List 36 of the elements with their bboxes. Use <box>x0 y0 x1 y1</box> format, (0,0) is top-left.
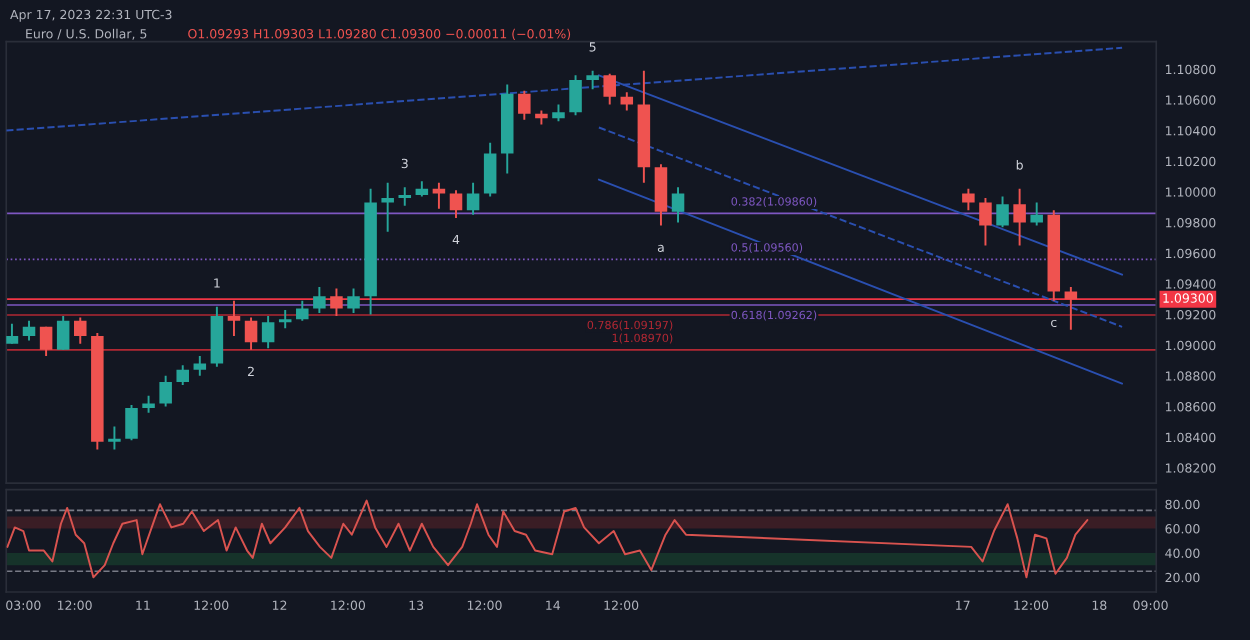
candlestick <box>654 163 668 227</box>
candlestick <box>569 74 582 117</box>
candlestick <box>996 195 1009 229</box>
candlestick <box>330 287 343 318</box>
candlestick <box>1030 201 1043 227</box>
candlestick <box>671 186 685 224</box>
candlestick <box>347 287 360 314</box>
candlestick <box>313 285 326 314</box>
candlestick <box>193 354 207 377</box>
candlestick <box>603 72 616 106</box>
candlestick <box>125 404 138 442</box>
candlestick <box>22 319 36 342</box>
candlestick <box>296 299 309 322</box>
candlestick <box>261 315 275 350</box>
candlestick <box>108 425 121 451</box>
candlestick <box>381 181 394 233</box>
candlestick <box>398 186 412 207</box>
candlestick <box>6 322 19 345</box>
candlestick <box>1013 187 1026 247</box>
candlestick <box>483 141 497 198</box>
candlestick <box>244 316 258 351</box>
candlestick <box>210 305 224 368</box>
candlestick <box>159 374 172 408</box>
candlestick <box>979 197 992 247</box>
candlestick <box>176 364 189 387</box>
candlestick <box>278 308 292 330</box>
candlestick <box>449 189 463 219</box>
candlestick <box>227 299 241 337</box>
candlestick <box>586 69 599 91</box>
candlestick <box>39 325 53 357</box>
candlestick <box>466 181 480 216</box>
line-series <box>6 499 1089 579</box>
candlestick <box>56 315 70 351</box>
candlestick <box>74 316 87 345</box>
candlestick <box>962 187 975 212</box>
candlestick <box>518 89 531 121</box>
